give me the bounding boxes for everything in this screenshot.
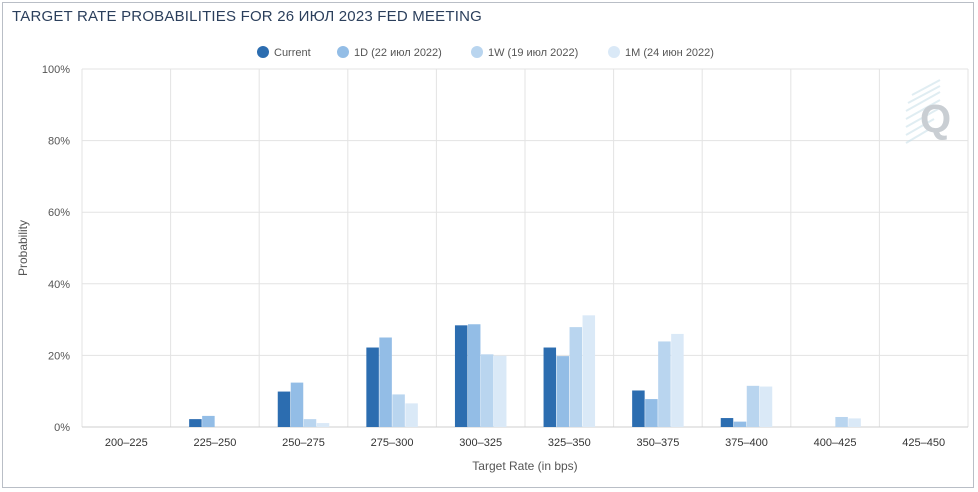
bars: [189, 315, 861, 427]
y-tick-label: 100%: [42, 64, 70, 76]
quikstrike-q-logo-icon: Q: [905, 79, 951, 144]
y-axis-title: Probability: [16, 220, 30, 276]
bar: [189, 419, 202, 427]
svg-text:Q: Q: [920, 97, 951, 141]
legend-marker: [608, 46, 620, 58]
bar: [543, 347, 557, 427]
bar: [835, 416, 848, 427]
x-tick-label: 275–300: [371, 437, 414, 449]
y-tick-label: 0%: [54, 422, 70, 434]
x-tick-label: 200–225: [105, 437, 148, 449]
x-tick-label: 225–250: [193, 437, 236, 449]
x-axis-ticks: 200–225 225–250 250–275 275–300 300–325 325–3…: [105, 437, 945, 449]
bar: [720, 418, 734, 427]
bar: [582, 315, 596, 427]
x-axis-title: Target Rate (in bps): [472, 459, 577, 473]
bar: [658, 341, 671, 427]
legend: Current 1D (22 июл 2022) 1W (19 июл 2022) 1…: [257, 46, 714, 59]
x-tick-label: 375–400: [725, 437, 768, 449]
y-axis-ticks: 0% 20% 40% 60% 80% 100%: [42, 64, 70, 434]
bar: [671, 333, 684, 427]
bar: [632, 390, 645, 427]
bar: [202, 415, 215, 427]
x-tick-label: 250–275: [282, 437, 325, 449]
bar: [392, 394, 405, 427]
x-tick-label: 350–375: [636, 437, 679, 449]
bar: [303, 419, 317, 427]
bar: [316, 423, 330, 427]
bar: [569, 327, 583, 427]
legend-marker: [471, 46, 483, 58]
bar: [366, 347, 379, 427]
bar: [379, 337, 392, 427]
bar: [759, 386, 773, 427]
legend-label: 1M (24 июн 2022): [625, 47, 714, 59]
bar: [480, 354, 494, 427]
x-tick-label: 425–450: [902, 437, 945, 449]
bar: [493, 355, 507, 427]
chart-title: TARGET RATE PROBABILITIES FOR 26 ИЮЛ 202…: [12, 8, 482, 25]
y-tick-label: 80%: [48, 136, 70, 148]
bar: [454, 325, 468, 427]
bar: [848, 418, 861, 427]
legend-marker: [337, 46, 349, 58]
bar: [405, 403, 418, 427]
legend-label: Current: [274, 47, 311, 59]
legend-label: 1D (22 июл 2022): [354, 47, 442, 59]
grid-lines: [81, 68, 969, 428]
y-tick-label: 20%: [48, 350, 70, 362]
legend-marker: [257, 46, 269, 58]
x-tick-label: 400–425: [814, 437, 857, 449]
bar: [467, 324, 481, 427]
bar: [556, 356, 570, 427]
y-tick-label: 40%: [48, 279, 70, 291]
bar: [733, 421, 747, 427]
legend-label: 1W (19 июл 2022): [488, 47, 578, 59]
x-tick-label: 300–325: [459, 437, 502, 449]
bar: [645, 399, 658, 427]
y-tick-label: 60%: [48, 207, 70, 219]
x-tick-label: 325–350: [548, 437, 591, 449]
bar: [290, 382, 304, 427]
bar: [746, 385, 760, 427]
bar: [277, 391, 291, 427]
